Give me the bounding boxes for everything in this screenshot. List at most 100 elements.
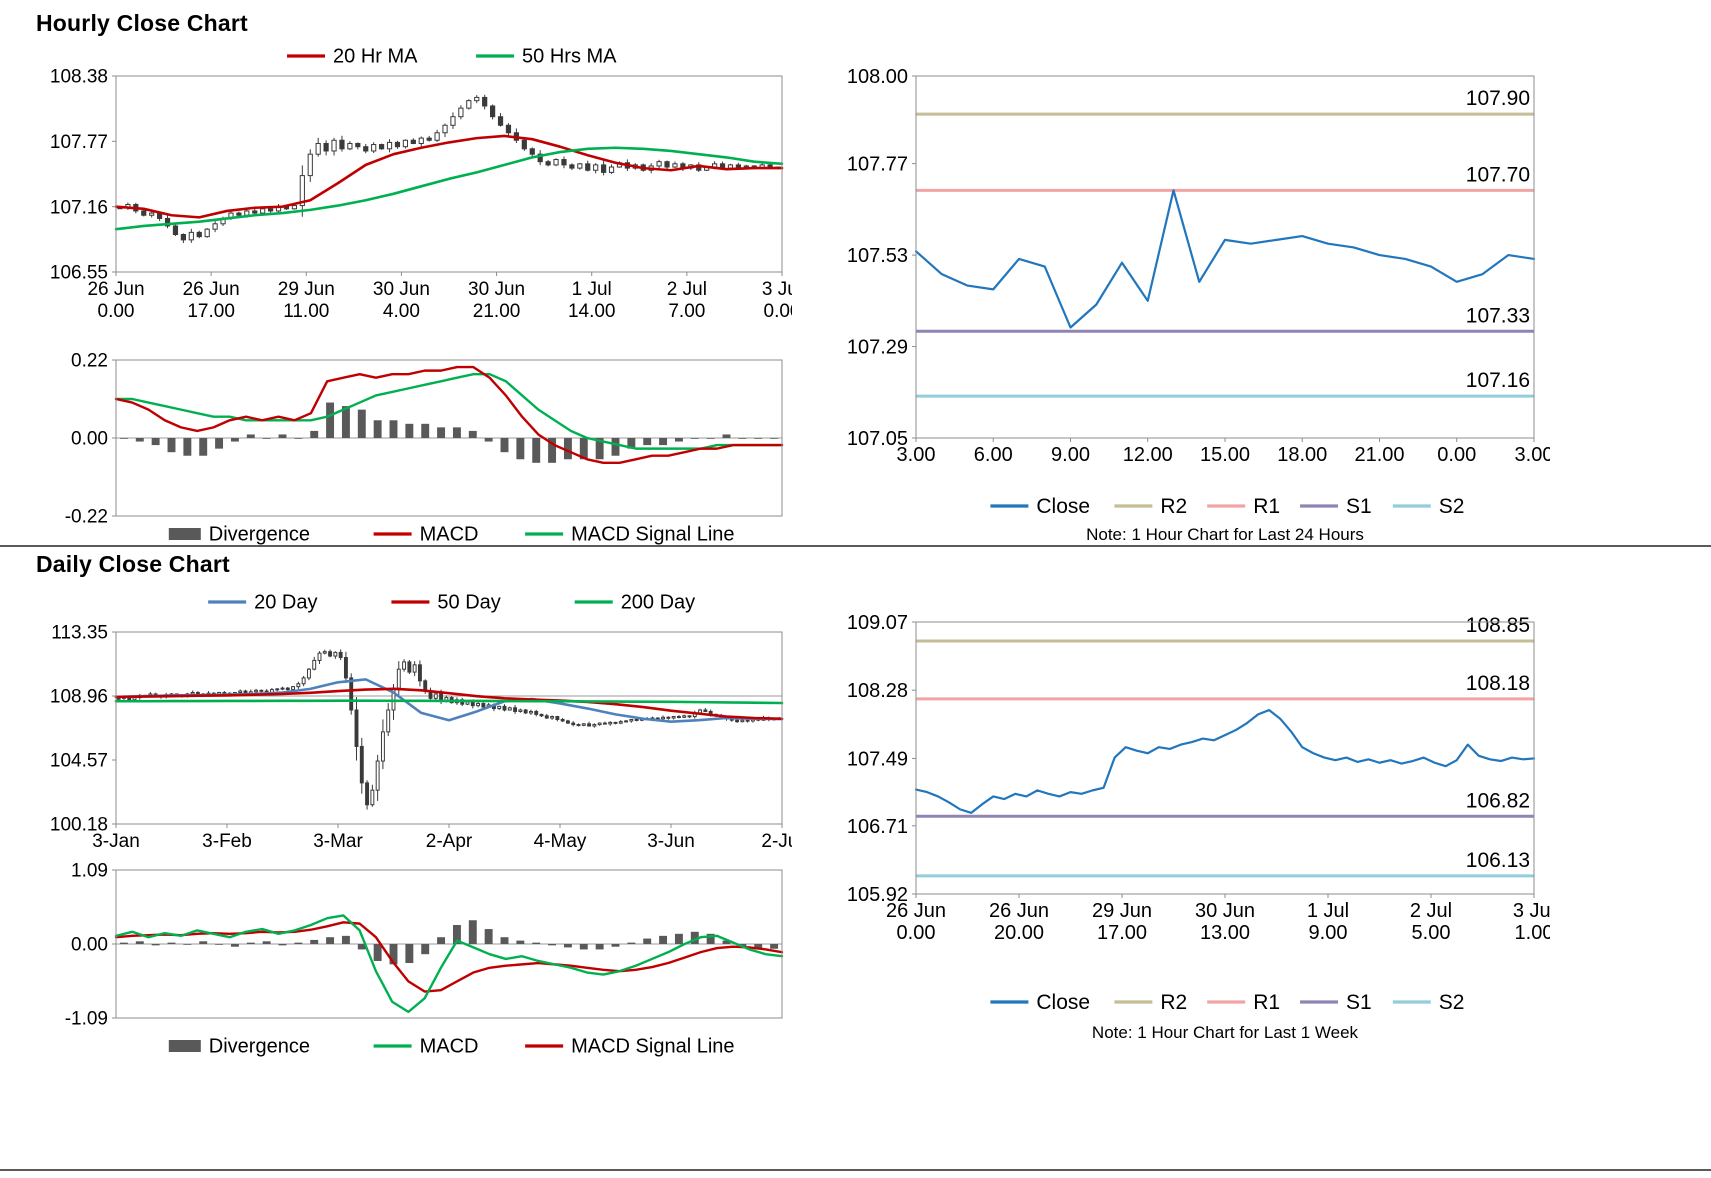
svg-text:2 Jul: 2 Jul <box>667 279 707 300</box>
svg-text:0.00: 0.00 <box>764 301 792 322</box>
svg-text:200 Day: 200 Day <box>621 592 696 614</box>
svg-text:13.00: 13.00 <box>1200 922 1250 944</box>
svg-text:3.00: 3.00 <box>897 444 936 466</box>
svg-text:5.00: 5.00 <box>1412 922 1451 944</box>
svg-text:Note: 1 Hour Chart for Last 24: Note: 1 Hour Chart for Last 24 Hours <box>1086 525 1364 544</box>
svg-text:3-Feb: 3-Feb <box>202 831 252 852</box>
svg-text:107.77: 107.77 <box>50 132 108 153</box>
svg-text:108.96: 108.96 <box>50 687 108 708</box>
svg-text:108.00: 108.00 <box>847 66 908 88</box>
daily-macd-chart: -1.09 0.00 1.09 Divergence MACD MACD Signal L… <box>65 861 784 1058</box>
svg-text:109.07: 109.07 <box>847 612 908 634</box>
hourly-pivot-chart: 107.90 107.70 107.33 107.16 107.05 107.29 107.… <box>847 66 1550 544</box>
svg-text:S2: S2 <box>1439 991 1465 1014</box>
svg-text:106.13: 106.13 <box>1466 849 1530 872</box>
svg-text:21.00: 21.00 <box>1354 444 1404 466</box>
svg-text:Close: Close <box>1036 495 1090 518</box>
svg-text:0.00: 0.00 <box>897 922 936 944</box>
svg-text:12.00: 12.00 <box>1123 444 1173 466</box>
svg-text:105.92: 105.92 <box>847 884 908 906</box>
svg-text:4-May: 4-May <box>534 831 587 852</box>
svg-text:MACD: MACD <box>420 524 479 546</box>
svg-text:S2: S2 <box>1439 495 1465 518</box>
svg-text:29 Jun: 29 Jun <box>278 279 335 300</box>
svg-text:107.16: 107.16 <box>50 197 108 218</box>
svg-text:106.71: 106.71 <box>847 816 908 838</box>
svg-text:107.49: 107.49 <box>847 748 908 770</box>
svg-text:107.05: 107.05 <box>847 428 908 450</box>
svg-text:0.00: 0.00 <box>1437 444 1476 466</box>
svg-text:26 Jun: 26 Jun <box>183 279 240 300</box>
svg-text:107.16: 107.16 <box>1466 369 1530 392</box>
svg-text:50 Day: 50 Day <box>437 592 500 614</box>
svg-text:30 Jun: 30 Jun <box>373 279 430 300</box>
svg-text:0.22: 0.22 <box>71 351 108 372</box>
svg-text:0.00: 0.00 <box>71 935 108 956</box>
svg-text:3-Jan: 3-Jan <box>92 831 140 852</box>
svg-text:R1: R1 <box>1253 495 1280 518</box>
svg-text:0.00: 0.00 <box>98 301 135 322</box>
svg-text:Divergence: Divergence <box>209 524 310 546</box>
svg-text:104.57: 104.57 <box>50 751 108 772</box>
svg-text:0.00: 0.00 <box>71 429 108 450</box>
svg-text:21.00: 21.00 <box>473 301 521 322</box>
svg-text:S1: S1 <box>1346 991 1372 1014</box>
svg-text:1.00: 1.00 <box>1515 922 1550 944</box>
svg-text:-1.09: -1.09 <box>65 1009 108 1030</box>
svg-text:3 Jul: 3 Jul <box>762 279 792 300</box>
svg-text:-0.22: -0.22 <box>65 507 108 528</box>
svg-text:1 Jul: 1 Jul <box>572 279 612 300</box>
svg-text:20 Hr MA: 20 Hr MA <box>333 46 418 68</box>
svg-text:1.09: 1.09 <box>71 861 108 882</box>
svg-text:107.70: 107.70 <box>1466 163 1530 186</box>
svg-text:107.29: 107.29 <box>847 337 908 359</box>
svg-text:30 Jun: 30 Jun <box>1195 900 1255 922</box>
svg-text:20.00: 20.00 <box>994 922 1044 944</box>
svg-text:106.82: 106.82 <box>1466 789 1530 812</box>
svg-text:108.85: 108.85 <box>1466 614 1530 637</box>
svg-text:30 Jun: 30 Jun <box>468 279 525 300</box>
svg-text:107.77: 107.77 <box>847 154 908 176</box>
svg-text:26 Jun: 26 Jun <box>87 279 144 300</box>
svg-text:4.00: 4.00 <box>383 301 420 322</box>
svg-text:11.00: 11.00 <box>283 301 329 322</box>
svg-text:100.18: 100.18 <box>50 815 108 836</box>
svg-text:3-Mar: 3-Mar <box>313 831 363 852</box>
svg-text:107.90: 107.90 <box>1466 87 1530 110</box>
svg-text:17.00: 17.00 <box>187 301 235 322</box>
svg-text:108.28: 108.28 <box>847 680 908 702</box>
svg-text:113.35: 113.35 <box>51 623 108 644</box>
svg-text:MACD Signal Line: MACD Signal Line <box>571 524 734 546</box>
svg-text:1 Jul: 1 Jul <box>1307 900 1349 922</box>
svg-text:106.55: 106.55 <box>50 263 108 284</box>
svg-text:14.00: 14.00 <box>568 301 616 322</box>
svg-text:26 Jun: 26 Jun <box>989 900 1049 922</box>
svg-text:3.00: 3.00 <box>1515 444 1550 466</box>
svg-text:R2: R2 <box>1160 495 1187 518</box>
daily-close-candlestick-chart: 100.18 104.57 108.96 113.35 3-Jan 3-Feb 3-Mar 2… <box>50 592 792 852</box>
svg-text:50 Hrs MA: 50 Hrs MA <box>522 46 617 68</box>
svg-text:2-Apr: 2-Apr <box>426 831 473 852</box>
svg-text:R2: R2 <box>1160 991 1187 1014</box>
svg-text:29 Jun: 29 Jun <box>1092 900 1152 922</box>
svg-text:108.38: 108.38 <box>50 67 108 88</box>
hourly-macd-chart: -0.22 0.00 0.22 Divergence MACD MACD Signal L… <box>65 351 784 546</box>
svg-text:R1: R1 <box>1253 991 1280 1014</box>
svg-text:18.00: 18.00 <box>1277 444 1327 466</box>
svg-text:2 Jul: 2 Jul <box>1410 900 1452 922</box>
svg-text:9.00: 9.00 <box>1309 922 1348 944</box>
svg-text:20 Day: 20 Day <box>254 592 317 614</box>
svg-text:107.33: 107.33 <box>1466 304 1530 327</box>
svg-text:Note: 1 Hour Chart for Last 1: Note: 1 Hour Chart for Last 1 Week <box>1092 1023 1359 1042</box>
svg-text:7.00: 7.00 <box>668 301 705 322</box>
svg-text:17.00: 17.00 <box>1097 922 1147 944</box>
svg-text:MACD Signal Line: MACD Signal Line <box>571 1036 734 1058</box>
svg-text:MACD: MACD <box>420 1036 479 1058</box>
svg-text:26 Jun: 26 Jun <box>886 900 946 922</box>
hourly-section-title: Hourly Close Chart <box>36 10 248 36</box>
svg-text:6.00: 6.00 <box>974 444 1013 466</box>
svg-text:3 Jul: 3 Jul <box>1513 900 1550 922</box>
daily-pivot-chart: 108.85 108.18 106.82 106.13 105.92 106.71 107.… <box>847 612 1550 1042</box>
svg-text:Close: Close <box>1036 991 1090 1014</box>
